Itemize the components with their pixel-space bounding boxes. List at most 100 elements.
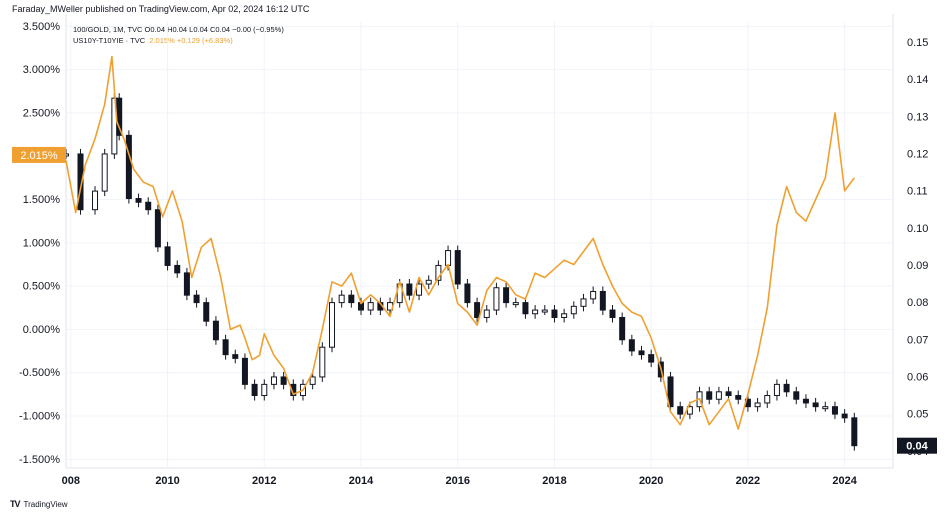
candle-body xyxy=(802,398,809,404)
candle-body xyxy=(512,302,519,306)
candle-body xyxy=(164,246,171,266)
candle-body xyxy=(532,309,539,315)
right-tick-label: 0.12 xyxy=(907,148,928,160)
candle-body xyxy=(474,302,481,318)
legend-compare-name: US10Y-T10YIE · TVC xyxy=(73,36,146,45)
footer: TV TradingView xyxy=(10,499,68,509)
x-tick-label: 2020 xyxy=(639,475,663,487)
x-tick-label: 008 xyxy=(62,475,80,487)
candle-body xyxy=(754,402,761,408)
candle-body xyxy=(145,201,152,211)
candle-body xyxy=(309,376,316,385)
right-price-axis: 0.15 0.14 0.13 0.12 0.11 0.10 0.09 0.08 0.07 0.06… xyxy=(907,37,928,458)
candle-body xyxy=(101,153,108,192)
candle-body xyxy=(812,402,819,408)
gold-ratio-candles xyxy=(63,93,858,451)
plot-area xyxy=(63,55,858,451)
candle-body xyxy=(580,298,587,307)
candle-body xyxy=(319,346,326,378)
left-tick-label: 3.000% xyxy=(23,64,61,76)
candle-body xyxy=(841,413,848,419)
right-tick-label: 0.13 xyxy=(907,111,928,123)
candle-body xyxy=(831,406,838,415)
candle-body xyxy=(503,287,510,304)
candle-body xyxy=(822,406,829,410)
left-tick-label: 1.000% xyxy=(23,237,61,249)
candle-body xyxy=(648,354,655,363)
legend-compare-series[interactable]: US10Y-T10YIE · TVC 2.015% +0.129 (+6.83%… xyxy=(73,35,284,46)
left-tick-label: 3.500% xyxy=(23,21,61,33)
x-tick-label: 2018 xyxy=(542,475,566,487)
right-tick-label: 0.15 xyxy=(907,37,928,49)
candle-body xyxy=(328,302,335,348)
candle-body xyxy=(773,383,780,397)
us10y-t10yie-line xyxy=(65,55,855,430)
right-tick-label: 0.10 xyxy=(907,223,928,235)
candle-body xyxy=(212,320,219,341)
candle-body xyxy=(715,391,722,400)
candle-body xyxy=(735,395,742,400)
candle-body xyxy=(367,302,374,311)
candle-body xyxy=(92,190,99,211)
chart-grid xyxy=(65,14,894,469)
candle-body xyxy=(222,339,229,356)
candle-body xyxy=(677,406,684,415)
candle-body xyxy=(464,283,471,304)
right-tick-label: 0.06 xyxy=(907,371,928,383)
left-tick-label: 0.500% xyxy=(23,281,61,293)
legend-main-series[interactable]: 100/GOLD, 1M, TVC O0.04 H0.04 L0.04 C0.0… xyxy=(73,25,284,34)
candle-body xyxy=(270,376,277,385)
candle-body xyxy=(599,290,606,311)
candle-body xyxy=(638,350,645,356)
candle-body xyxy=(764,395,771,404)
candle-body xyxy=(348,294,355,304)
right-tick-label: 0.14 xyxy=(907,74,928,86)
left-tick-label: 0.000% xyxy=(23,324,61,336)
candle-body xyxy=(280,376,287,385)
publisher-credit: Faraday_MWeller published on TradingView… xyxy=(12,4,310,14)
candle-body xyxy=(609,309,616,318)
candle-body xyxy=(416,283,423,296)
candle-body xyxy=(125,134,132,200)
candle-body xyxy=(783,383,790,393)
tradingview-brand[interactable]: TradingView xyxy=(23,499,68,509)
left-tick-label: -1.000% xyxy=(19,411,60,423)
left-price-axis: 3.500% 3.000% 2.500% 1.500% 1.000% 0.500% 0.00… xyxy=(19,21,60,466)
left-tick-label: -0.500% xyxy=(19,367,60,379)
candle-body xyxy=(193,294,200,304)
candle-body xyxy=(851,417,858,447)
time-axis: 008 2010 2012 2014 2016 2018 2020 2022 2024 xyxy=(62,475,858,487)
candle-body xyxy=(406,283,413,296)
x-tick-label: 2012 xyxy=(252,475,276,487)
chart-legend: 100/GOLD, 1M, TVC O0.04 H0.04 L0.04 C0.0… xyxy=(73,24,284,46)
candle-body xyxy=(183,272,190,296)
candle-body xyxy=(454,250,461,285)
candle-body xyxy=(261,383,268,397)
left-tick-label: 1.500% xyxy=(23,194,61,206)
x-tick-label: 2010 xyxy=(155,475,179,487)
tradingview-logo-icon[interactable]: TV xyxy=(10,499,20,509)
candle-body xyxy=(561,313,568,318)
candle-body xyxy=(135,198,142,203)
candle-body xyxy=(338,294,345,304)
candle-body xyxy=(154,209,161,248)
candle-body xyxy=(77,153,84,211)
left-tick-label: 2.500% xyxy=(23,107,61,119)
candle-body xyxy=(619,316,626,341)
right-current-badge xyxy=(897,437,937,454)
x-tick-label: 2022 xyxy=(736,475,760,487)
price-badges: 2.015% 0.04 xyxy=(12,146,937,454)
candle-body xyxy=(628,339,635,352)
x-tick-label: 2014 xyxy=(349,475,374,487)
right-tick-label: 0.09 xyxy=(907,260,928,272)
left-tick-label: -1.500% xyxy=(19,454,60,466)
candle-body xyxy=(551,309,558,318)
candle-body xyxy=(445,250,452,266)
legend-compare-values: 2.015% +0.129 (+6.83%) xyxy=(149,36,233,45)
candle-body xyxy=(725,391,732,397)
candle-body xyxy=(793,391,800,400)
right-current-label: 0.04 xyxy=(906,441,928,453)
candle-body xyxy=(251,383,258,397)
candle-body xyxy=(241,357,248,385)
